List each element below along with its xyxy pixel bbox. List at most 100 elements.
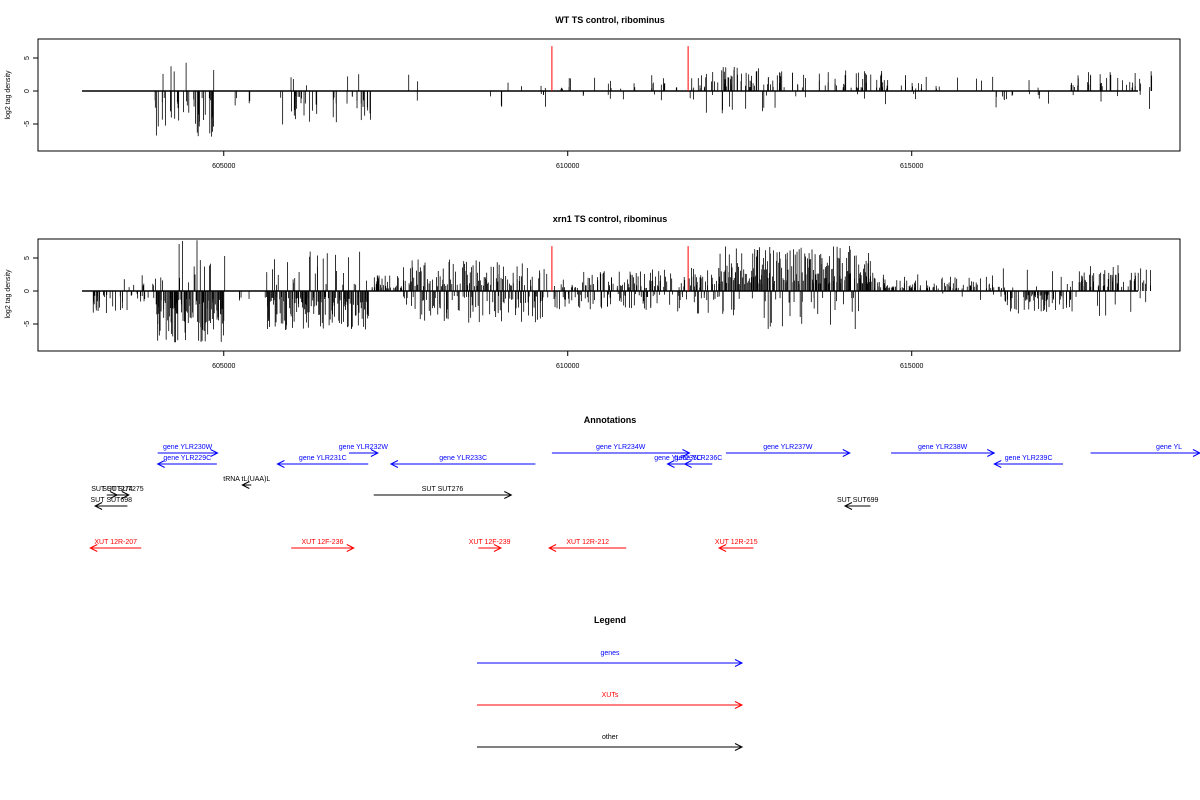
x-tick-label: 615000 [900,363,923,370]
feature-arrowhead [842,449,851,457]
legend: Legend genes XUTs other [477,615,744,751]
annotation-features: gene YLR230W gene YLR229C gene YLR231C gene… [89,444,1200,552]
annotation-label: gene YLR231C [299,455,347,462]
annotation-feature: gene YLR238W [891,444,996,457]
annotation-label: XUT 12R-215 [715,539,758,546]
feature-arrowhead [734,701,744,709]
annotation-feature: tRNA tL(UAA)L [223,476,270,489]
x-tick-label: 610000 [556,163,579,170]
legend-label: XUTs [602,692,619,699]
feature-arrowhead [93,502,103,510]
annotation-feature: XUT 12R-212 [548,539,627,552]
annotation-feature: gene YL [1090,444,1200,457]
feature-arrowhead [734,659,744,667]
legend-label: genes [600,650,620,657]
annotation-feature: gene YLR237W [725,444,851,457]
annotation-label: SUT SUT698 [91,497,133,504]
annotation-label: SUT SUT274 [91,486,133,493]
annotation-feature: gene YLR229C [156,455,217,468]
feature-arrowhead [276,460,285,468]
annotation-label: gene YLR229C [163,455,211,462]
xrn1-panel-title: xrn1 TS control, ribominus [553,214,668,224]
wt-bars [82,46,1153,137]
annotation-feature: XUT 12R-215 [715,539,758,552]
feature-arrowhead [346,544,355,552]
wt-y-axis-label: log2 tag density [5,70,12,120]
feature-arrowhead [734,743,744,751]
x-tick-label: 610000 [556,363,579,370]
annotation-label: gene YLR234W [596,444,646,451]
annotation-feature: gene YLR236C [675,455,723,468]
legend-entry: other [477,734,744,751]
y-tick-label: -5 [24,321,31,327]
x-tick-label: 605000 [212,363,235,370]
annotation-label: gene YLR230W [163,444,213,451]
annotation-label: gene YLR239C [1005,455,1053,462]
feature-arrowhead [993,460,1002,468]
annotation-label: gene YLR237W [763,444,813,451]
y-tick-label: 5 [24,256,31,260]
annotation-label: SUT SUT276 [422,486,464,493]
feature-arrowhead [121,491,130,499]
feature-arrowhead [682,449,691,457]
xrn1-bars [82,240,1151,343]
annotation-label: gene YLR235C [654,455,702,462]
x-tick-label: 615000 [900,163,923,170]
annotation-label: gene YLR233C [439,455,487,462]
annotation-label: gene YLR232W [339,444,389,451]
feature-arrowhead [548,544,557,552]
feature-arrowhead [389,460,399,468]
feature-arrowhead [370,449,379,457]
y-tick-label: -5 [24,121,31,127]
annotation-feature: SUT SUT275 [102,486,144,499]
feature-arrowhead [89,544,98,552]
feature-arrowhead [156,460,165,468]
annotation-feature: gene YLR232W [339,444,389,457]
wt-panel-title: WT TS control, ribominus [555,15,665,25]
xrn1-y-axis-label: log2 tag density [5,269,12,319]
legend-entry: XUTs [477,692,744,709]
annotation-feature: SUT SUT276 [373,486,513,499]
annotation-feature: gene YLR231C [276,455,369,468]
annotation-label: XUT 12F-239 [469,539,511,546]
y-tick-label: 5 [24,56,31,60]
annotation-feature: gene YLR233C [389,455,536,468]
annotation-feature: XUT 12F-239 [469,539,511,552]
annotation-label: SUT SUT699 [837,497,879,504]
y-tick-label: 0 [24,289,31,293]
annotations-title: Annotations [584,415,637,425]
annotation-label: XUT 12R-207 [94,539,137,546]
legend-entries: genes XUTs other [477,650,744,751]
annotation-feature: SUT SUT699 [837,497,879,510]
feature-arrowhead [1192,449,1200,457]
feature-arrowhead [504,491,513,499]
xrn1-density-panel: xrn1 TS control, ribominus log2 tag dens… [5,214,1181,370]
wt-density-panel: WT TS control, ribominus log2 tag densit… [5,15,1181,170]
feature-arrowhead [717,544,727,552]
feature-arrowhead [683,460,692,468]
annotation-label: tRNA tL(UAA)L [223,476,270,483]
annotation-feature: XUT 12R-207 [89,539,142,552]
annotation-label: XUT 12R-212 [566,539,609,546]
feature-arrowhead [666,460,675,468]
annotation-feature: gene YLR239C [993,455,1064,468]
annotation-feature: gene YLR234W [551,444,691,457]
annotation-label: gene YLR238W [918,444,968,451]
annotation-label: gene YL [1156,444,1182,451]
feature-arrowhead [987,449,996,457]
legend-label: other [602,734,619,741]
feature-arrowhead [843,502,853,510]
x-tick-label: 605000 [212,163,235,170]
legend-title: Legend [594,615,626,625]
xrn1-axes: 605000 610000 615000 -5 0 5 [24,256,923,370]
annotation-feature: gene YLR230W [157,444,219,457]
annotation-label: SUT SUT275 [102,486,144,493]
feature-arrowhead [493,544,503,552]
annotation-feature: XUT 12F-236 [291,539,355,552]
wt-axes: 605000 610000 615000 -5 0 5 [24,56,923,170]
feature-arrowhead [210,449,219,457]
annotation-label: gene YLR236C [675,455,723,462]
y-tick-label: 0 [24,89,31,93]
